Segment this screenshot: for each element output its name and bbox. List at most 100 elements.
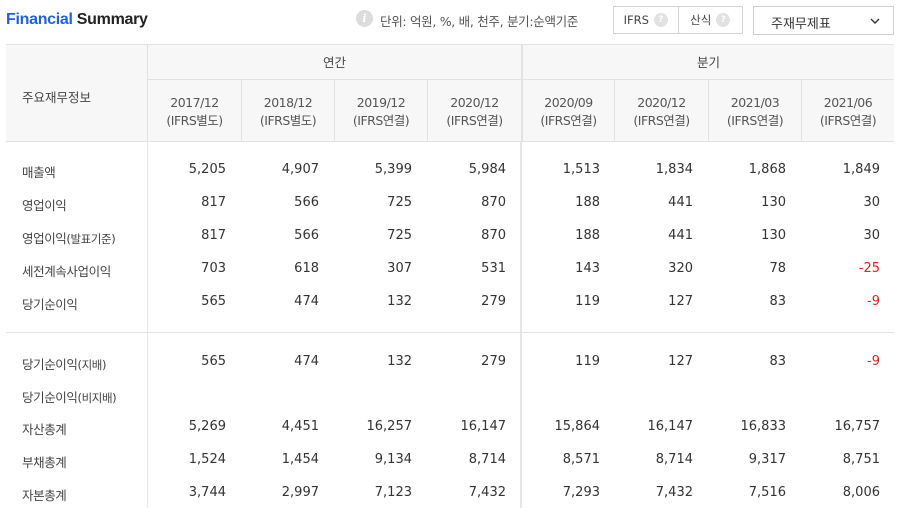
period-basis: (IFRS연결)	[540, 113, 597, 128]
help-icon[interactable]: ?	[653, 13, 668, 27]
formula-button[interactable]: 산식 ?	[677, 7, 743, 33]
title-part-financial: Financial	[6, 11, 73, 28]
table-cell: 8,714	[468, 452, 506, 467]
table-cell: 119	[575, 294, 600, 309]
table-cell: 119	[575, 354, 600, 369]
table-cell: 127	[668, 294, 693, 309]
info-icon[interactable]: i	[356, 10, 373, 27]
row-label-text: 매출액	[22, 165, 56, 180]
table-cell: -25	[858, 261, 880, 276]
table-cell: 1,524	[188, 452, 226, 467]
help-icon[interactable]: ?	[716, 13, 731, 27]
table-cell: 132	[387, 354, 412, 369]
table-cell: 15,864	[554, 419, 601, 434]
row-label[interactable]: 자본총계	[22, 485, 67, 504]
table-cell: 16,757	[834, 419, 881, 434]
table-cell: 8,714	[655, 452, 693, 467]
column-divider	[520, 142, 522, 508]
table-row: 부채총계 1,524 1,454 9,134 8,714 8,571 8,714 9,317 8…	[6, 445, 894, 477]
table-cell: 4,907	[281, 162, 319, 177]
period-header: 2019/12 (IFRS연결)	[334, 80, 427, 142]
statement-select[interactable]: 주재무제표	[753, 6, 894, 35]
table-cell: 16,147	[460, 419, 507, 434]
table-cell: 7,293	[562, 485, 600, 500]
table-cell: 188	[575, 195, 600, 210]
table-cell: 8,571	[562, 452, 600, 467]
table-row: 당기순이익(지배) 565 474 132 279 119 127 83 -9	[6, 347, 894, 379]
table-row: 당기순이익(비지배)	[6, 380, 894, 412]
table-cell: 7,123	[374, 485, 412, 500]
row-label-text: 자본총계	[22, 488, 67, 503]
row-label-text: 부채총계	[22, 455, 67, 470]
table-cell: 565	[201, 354, 226, 369]
period-date: 2019/12	[356, 95, 406, 110]
table-cell: 5,399	[374, 162, 412, 177]
row-label[interactable]: 영업이익	[22, 195, 67, 214]
row-label-text: 영업이익	[22, 198, 67, 213]
table-row: 매출액 5,205 4,907 5,399 5,984 1,513 1,834 1,868 1,…	[6, 155, 894, 187]
quarter-group-header: 분기	[521, 45, 894, 80]
table-cell: 16,833	[740, 419, 787, 434]
row-label[interactable]: 영업이익(발표기준)	[22, 228, 116, 247]
row-label[interactable]: 당기순이익	[22, 294, 78, 313]
period-basis: (IFRS연결)	[446, 113, 503, 128]
label-column-header: 주요재무정보	[22, 90, 92, 105]
chevron-down-icon	[870, 18, 880, 24]
table-cell: 132	[387, 294, 412, 309]
period-date: 2021/06	[823, 95, 873, 110]
table-cell: 5,205	[188, 162, 226, 177]
table-cell: 8,006	[842, 485, 880, 500]
row-label-text: 당기순이익	[22, 357, 78, 372]
row-label[interactable]: 매출액	[22, 162, 56, 181]
period-header: 2021/06 (IFRS연결)	[801, 80, 894, 142]
period-basis: (IFRS별도)	[259, 113, 317, 128]
table-cell: 130	[761, 228, 786, 243]
period-basis: (IFRS연결)	[726, 113, 784, 128]
period-date: 2021/03	[730, 95, 780, 110]
ifrs-button[interactable]: IFRS ?	[614, 7, 678, 33]
table-cell: 279	[481, 354, 506, 369]
table-cell: 7,516	[748, 485, 786, 500]
row-label-text: 당기순이익	[22, 297, 78, 312]
row-label[interactable]: 부채총계	[22, 452, 67, 471]
period-basis: (IFRS연결)	[352, 113, 410, 128]
period-date: 2017/12	[170, 95, 219, 110]
row-label-text: 세전계속사업이익	[22, 264, 111, 279]
table-cell: 127	[668, 354, 693, 369]
table-cell: 7,432	[468, 485, 506, 500]
table-cell: 30	[863, 195, 880, 210]
table-cell: 618	[294, 261, 319, 276]
row-label[interactable]: 자산총계	[22, 419, 67, 438]
table-cell: 870	[481, 228, 506, 243]
table-cell: 8,751	[842, 452, 880, 467]
table-cell: 83	[769, 354, 786, 369]
row-label-suffix: (발표기준)	[66, 232, 116, 246]
page-title: Financial Summary	[6, 11, 148, 29]
ifrs-button-label: IFRS	[623, 13, 649, 27]
formula-button-label: 산식	[690, 13, 712, 27]
period-basis: (IFRS연결)	[633, 113, 690, 128]
period-header: 2020/09 (IFRS연결)	[521, 80, 614, 142]
table-cell: 531	[481, 261, 506, 276]
table-cell: 474	[294, 354, 319, 369]
table-row: 자산총계 5,269 4,451 16,257 16,147 15,864 16,147 16…	[6, 412, 894, 444]
row-label[interactable]: 세전계속사업이익	[22, 261, 111, 280]
title-part-summary: Summary	[72, 11, 148, 28]
table-cell: 870	[481, 195, 506, 210]
table-cell: 566	[294, 195, 319, 210]
summary-header: Financial Summary i 단위: 억원, %, 배, 천주, 분기…	[0, 0, 904, 44]
row-label[interactable]: 당기순이익(지배)	[22, 354, 106, 373]
table-cell: 1,868	[748, 162, 786, 177]
period-header: 2018/12 (IFRS별도)	[241, 80, 334, 142]
table-row: 세전계속사업이익 703 618 307 531 143 320 78 -25	[6, 254, 894, 286]
table-cell: 703	[201, 261, 226, 276]
table-cell: 3,744	[188, 485, 226, 500]
period-header: 2021/03 (IFRS연결)	[708, 80, 801, 142]
row-label[interactable]: 당기순이익(비지배)	[22, 387, 117, 406]
table-cell: 817	[201, 228, 226, 243]
table-cell: -9	[867, 294, 880, 309]
period-basis: (IFRS연결)	[819, 113, 877, 128]
table-cell: 9,134	[374, 452, 412, 467]
period-date: 2018/12	[263, 95, 313, 110]
row-label-text: 자산총계	[22, 422, 67, 437]
